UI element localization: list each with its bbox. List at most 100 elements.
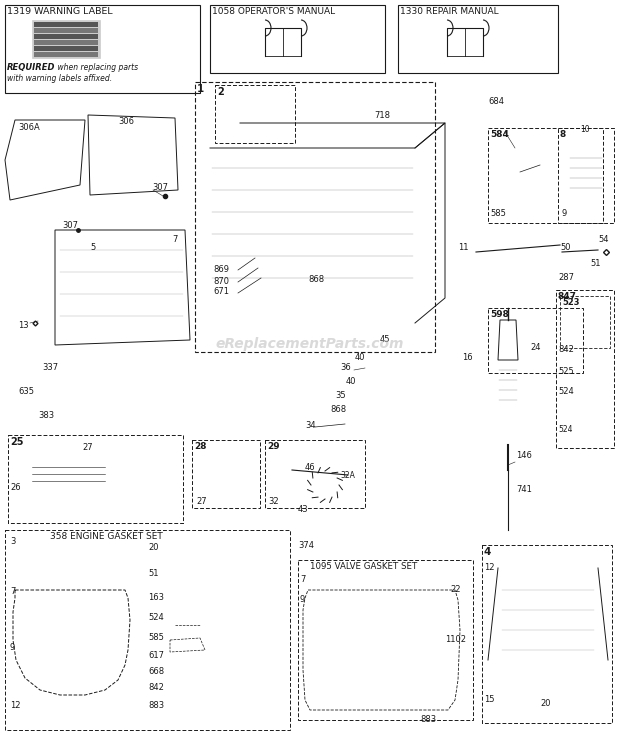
Text: 307: 307 <box>62 221 78 229</box>
Text: 7: 7 <box>172 235 177 244</box>
Text: 306: 306 <box>118 118 134 127</box>
Text: 7: 7 <box>10 588 16 596</box>
Text: 50: 50 <box>560 243 570 252</box>
Text: 842: 842 <box>558 346 574 354</box>
Bar <box>564 145 608 213</box>
Text: 718: 718 <box>374 110 390 119</box>
Text: 146: 146 <box>516 451 532 460</box>
Text: 617: 617 <box>148 651 164 661</box>
Text: 29: 29 <box>267 442 280 451</box>
Text: 635: 635 <box>18 388 34 397</box>
Text: 15: 15 <box>484 696 495 704</box>
Text: 307: 307 <box>152 184 168 192</box>
Text: 163: 163 <box>148 593 164 602</box>
Bar <box>215 85 295 143</box>
Text: 20: 20 <box>540 699 551 708</box>
Bar <box>488 308 583 373</box>
Text: 32A: 32A <box>340 471 355 480</box>
Bar <box>34 52 98 57</box>
Bar <box>568 150 604 208</box>
Text: 883: 883 <box>420 716 436 724</box>
Text: 306A: 306A <box>18 124 40 132</box>
Text: 524: 524 <box>558 425 572 434</box>
Text: 684: 684 <box>488 98 504 107</box>
Text: 868: 868 <box>330 406 346 414</box>
Text: 9: 9 <box>562 209 567 218</box>
Bar <box>5 530 290 730</box>
Text: 9: 9 <box>300 596 305 605</box>
Text: 12: 12 <box>484 563 495 573</box>
Text: 4: 4 <box>484 547 492 557</box>
Text: eReplacementParts.com: eReplacementParts.com <box>216 337 404 351</box>
Bar <box>298 560 473 720</box>
Text: 869: 869 <box>213 266 229 275</box>
Text: 584: 584 <box>490 130 509 139</box>
Bar <box>34 22 98 27</box>
Bar <box>192 440 260 508</box>
Text: 51: 51 <box>590 260 601 269</box>
Text: 36: 36 <box>340 363 351 372</box>
Text: 337: 337 <box>42 363 58 372</box>
Text: 25: 25 <box>10 437 24 447</box>
Text: 40: 40 <box>355 352 366 362</box>
Text: when replacing parts: when replacing parts <box>55 63 138 72</box>
Text: 847: 847 <box>558 292 577 301</box>
Bar <box>398 5 558 73</box>
Bar <box>560 296 610 348</box>
Text: 32: 32 <box>268 497 278 506</box>
Text: 7: 7 <box>300 576 306 585</box>
Text: 5: 5 <box>90 243 95 252</box>
Text: 51: 51 <box>148 570 159 579</box>
Text: REQUIRED: REQUIRED <box>7 63 56 72</box>
Bar <box>34 34 98 39</box>
Text: 3: 3 <box>10 537 16 547</box>
Text: 45: 45 <box>380 335 391 345</box>
Text: 27: 27 <box>82 443 92 452</box>
Text: 1058 OPERATOR'S MANUAL: 1058 OPERATOR'S MANUAL <box>212 7 335 16</box>
Text: 358 ENGINE GASKET SET: 358 ENGINE GASKET SET <box>50 532 162 541</box>
Bar <box>8 435 183 523</box>
Bar <box>482 545 612 723</box>
Text: 46: 46 <box>305 463 316 473</box>
Text: 11: 11 <box>458 243 469 252</box>
Text: 16: 16 <box>462 354 472 363</box>
Text: 2: 2 <box>217 87 224 97</box>
Text: 523: 523 <box>562 298 580 307</box>
Bar <box>368 100 376 124</box>
Bar <box>210 148 415 323</box>
Text: 28: 28 <box>194 442 206 451</box>
Bar <box>488 128 603 223</box>
Text: 287: 287 <box>558 274 574 283</box>
Text: 598: 598 <box>490 310 509 319</box>
Bar <box>498 360 518 415</box>
Text: 20: 20 <box>148 543 159 553</box>
Text: 1102: 1102 <box>445 636 466 645</box>
Text: 1: 1 <box>197 84 204 94</box>
Text: 524: 524 <box>148 613 164 622</box>
Bar <box>556 290 614 448</box>
Text: 883: 883 <box>148 702 164 710</box>
Text: 8: 8 <box>560 130 566 139</box>
Text: with warning labels affixed.: with warning labels affixed. <box>7 74 112 83</box>
Text: 1319 WARNING LABEL: 1319 WARNING LABEL <box>7 7 113 16</box>
Bar <box>32 20 100 58</box>
Text: 671: 671 <box>213 288 229 297</box>
Text: 374: 374 <box>298 540 314 550</box>
Text: 525: 525 <box>558 368 574 377</box>
Text: 1095 VALVE GASKET SET: 1095 VALVE GASKET SET <box>310 562 417 571</box>
Text: 34: 34 <box>305 420 316 429</box>
Bar <box>501 415 515 445</box>
Text: 842: 842 <box>148 684 164 693</box>
Bar <box>265 440 365 508</box>
Bar <box>34 40 98 45</box>
Bar <box>34 46 98 51</box>
Bar <box>195 82 435 352</box>
Bar <box>5 5 200 93</box>
Bar <box>248 95 282 121</box>
Text: 585: 585 <box>148 633 164 642</box>
Text: 35: 35 <box>335 391 345 400</box>
Text: 868: 868 <box>308 275 324 284</box>
Bar <box>210 5 385 73</box>
Text: 26: 26 <box>10 483 20 493</box>
Text: 383: 383 <box>38 411 54 420</box>
